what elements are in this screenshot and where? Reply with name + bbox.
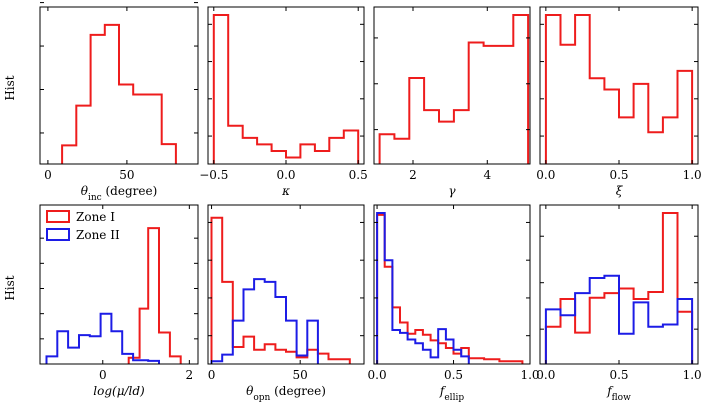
x-tick-label: 1.0 bbox=[683, 368, 702, 382]
x-tick-label: 1.0 bbox=[520, 368, 539, 382]
hist-series-zone-i bbox=[376, 213, 524, 364]
x-axis-label: γ bbox=[448, 184, 456, 198]
hist-series-zone-i bbox=[378, 14, 530, 164]
x-tick-label: 1.0 bbox=[683, 168, 702, 182]
x-tick-label: 0.5 bbox=[349, 168, 368, 182]
x-tick-label: 0 bbox=[44, 168, 52, 182]
x-tick-label: 4 bbox=[483, 168, 491, 182]
panel-2: −0.5 0.0 0.5 κ bbox=[199, 6, 368, 198]
hist-series-zone-ii bbox=[376, 212, 470, 364]
x-tick-label: 2 bbox=[186, 368, 194, 382]
x-axis-label: fflow bbox=[606, 384, 631, 403]
x-tick-label: 0.0 bbox=[368, 368, 387, 382]
legend-label-zone-i: Zone I bbox=[76, 210, 115, 224]
hist-series-zone-i bbox=[61, 23, 177, 164]
x-tick-label: 50 bbox=[119, 168, 134, 182]
panel-3: 2 4 γ bbox=[373, 6, 531, 198]
axes-frame bbox=[373, 6, 531, 165]
panel-7: 0.0 0.5 1.0 fellip bbox=[368, 204, 540, 403]
legend-swatch-zone-ii bbox=[46, 228, 70, 241]
panel-4: 0.0 0.5 1.0 ξ bbox=[536, 6, 702, 198]
legend-label-zone-ii: Zone II bbox=[76, 228, 120, 242]
axes-frame bbox=[373, 204, 531, 365]
axes-frame bbox=[207, 6, 365, 165]
row2-ylabel: Hist bbox=[3, 275, 17, 300]
x-axis-label: κ bbox=[281, 184, 290, 198]
x-tick-label: 0.0 bbox=[536, 368, 555, 382]
x-tick-label: 2 bbox=[409, 168, 417, 182]
panel-1: 0 50 θinc (degree) bbox=[39, 2, 199, 203]
x-tick-label: 0.0 bbox=[276, 168, 295, 182]
x-tick-label: 0.5 bbox=[609, 368, 628, 382]
axes-frame bbox=[539, 6, 699, 165]
hist-series-zone-ii bbox=[210, 278, 319, 364]
x-axis-label: θinc (degree) bbox=[81, 184, 158, 203]
hist-series-zone-i bbox=[212, 14, 360, 164]
x-axis-label: ξ bbox=[616, 184, 624, 198]
x-axis-label: fellip bbox=[439, 384, 464, 403]
legend-swatch-zone-i bbox=[46, 210, 70, 223]
axes-frame bbox=[39, 204, 199, 365]
hist-series-zone-ii bbox=[45, 312, 160, 364]
panel-8: 0.0 0.5 1.0 fflow bbox=[536, 204, 702, 403]
hist-series-zone-i bbox=[544, 14, 694, 164]
hist-series-zone-i bbox=[127, 227, 182, 364]
panel-5: 0 2 log(μ/ld) Zone I Zone II bbox=[39, 204, 199, 398]
x-tick-label: 0.5 bbox=[609, 168, 628, 182]
x-tick-label: −0.5 bbox=[199, 168, 228, 182]
x-tick-label: 0 bbox=[99, 368, 107, 382]
x-tick-label: 50 bbox=[293, 368, 308, 382]
x-tick-label: 0.5 bbox=[444, 368, 463, 382]
x-tick-label: 0.0 bbox=[536, 168, 555, 182]
x-axis-label: θopn (degree) bbox=[246, 384, 326, 403]
axes-frame bbox=[207, 204, 365, 365]
hist-series-zone-i bbox=[210, 216, 351, 364]
x-tick-label: 0 bbox=[208, 368, 216, 382]
row1-ylabel: Hist bbox=[3, 75, 17, 100]
axes-frame bbox=[39, 6, 199, 165]
hist-series-zone-ii bbox=[544, 274, 694, 364]
panel-6: 0 50 θopn (degree) bbox=[207, 204, 365, 403]
x-axis-label: log(μ/ld) bbox=[93, 384, 145, 398]
panels-group: 0 50 θinc (degree) −0.5 0.0 0.5 κ 2 4 γ 0.0 0.5 1.0 ξ… bbox=[39, 2, 702, 403]
